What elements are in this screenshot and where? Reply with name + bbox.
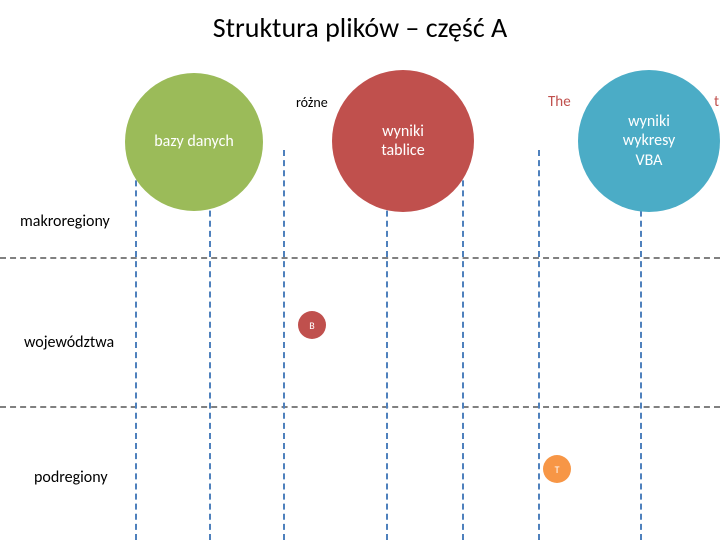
label-the: The (548, 93, 571, 111)
grid-hline-1 (0, 257, 720, 259)
grid-vline-3 (283, 150, 285, 540)
circle-wyniki-tablice: wyniki tablice (332, 70, 474, 212)
row-label-podregiony: podregiony (34, 468, 108, 487)
grid-vline-1 (135, 150, 137, 540)
badge-t: T (543, 455, 571, 483)
circle-wyniki-tablice-label2: tablice (381, 141, 424, 160)
grid-hline-2 (0, 406, 720, 408)
circle-wyniki-wykresy-label1: wyniki (628, 112, 670, 131)
circle-bazy-danych: bazy danych (125, 73, 263, 211)
circle-wyniki-wykresy-label3: VBA (636, 151, 663, 170)
circle-wyniki-tablice-label1: wyniki (382, 122, 424, 141)
grid-vline-5 (462, 150, 464, 540)
circle-bazy-label: bazy danych (154, 132, 234, 151)
grid-vline-6 (538, 150, 540, 540)
label-rozne: różne (296, 94, 328, 111)
circle-wyniki-wykresy: wyniki wykresy VBA (578, 70, 720, 212)
row-label-wojewodztwa: województwa (24, 333, 114, 352)
row-label-makroregiony: makroregiony (20, 212, 110, 231)
circle-wyniki-wykresy-label2: wykresy (623, 131, 676, 150)
label-t-fragment: t (714, 93, 719, 111)
page-title: Struktura plików – część A (0, 10, 720, 45)
badge-b: B (298, 311, 326, 339)
